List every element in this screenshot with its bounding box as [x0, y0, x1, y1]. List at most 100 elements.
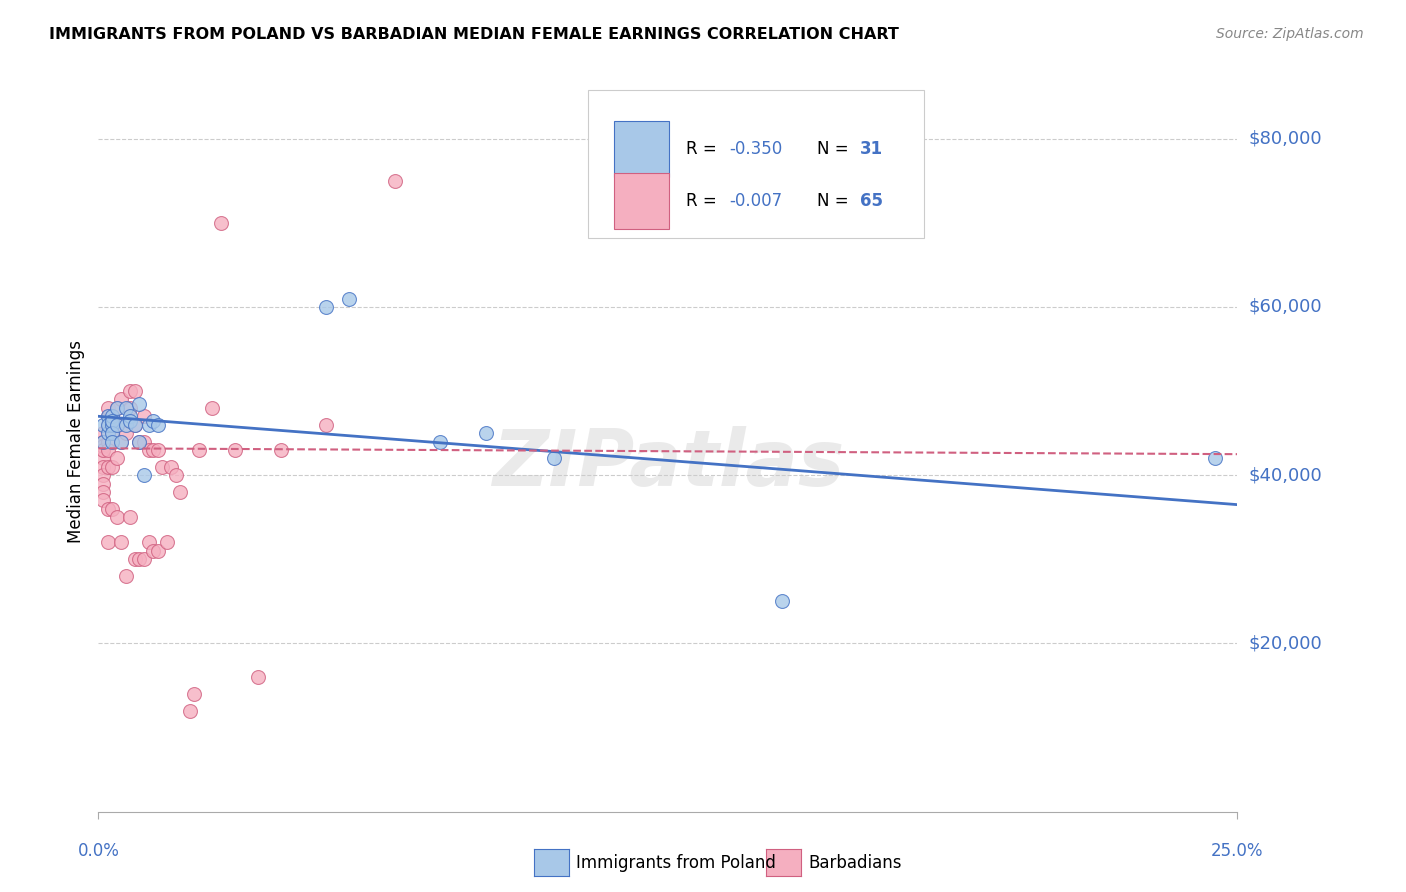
Point [105, 417, 128, 432]
Point [114, 401, 136, 415]
Point [101, 459, 124, 474]
Point [124, 417, 146, 432]
Point [101, 417, 124, 432]
Point [91, 434, 114, 449]
Point [156, 535, 179, 549]
Point [120, 384, 142, 398]
Point [142, 413, 165, 427]
Point [128, 552, 150, 566]
Point [96, 409, 118, 424]
Point [384, 174, 406, 188]
Text: IMMIGRANTS FROM POLAND VS BARBADIAN MEDIAN FEMALE EARNINGS CORRELATION CHART: IMMIGRANTS FROM POLAND VS BARBADIAN MEDI… [49, 27, 898, 42]
Point [146, 417, 169, 432]
Text: R =: R = [686, 192, 723, 210]
Point [543, 451, 565, 466]
Point [91, 468, 114, 483]
Point [146, 544, 169, 558]
Point [146, 442, 169, 457]
Point [209, 216, 232, 230]
Point [91, 442, 114, 457]
Point [169, 485, 191, 500]
Point [474, 426, 496, 441]
Point [110, 392, 132, 407]
Point [120, 401, 142, 415]
Text: R =: R = [686, 140, 723, 158]
Point [138, 535, 160, 549]
Text: ZIPatlas: ZIPatlas [492, 425, 844, 502]
Point [110, 535, 132, 549]
Text: N =: N = [817, 192, 853, 210]
Text: Immigrants from Poland: Immigrants from Poland [576, 854, 776, 871]
Point [160, 459, 183, 474]
Text: 65: 65 [860, 192, 883, 210]
Point [91, 485, 114, 500]
Point [110, 434, 132, 449]
Text: N =: N = [817, 140, 853, 158]
Point [132, 409, 155, 424]
Point [114, 426, 136, 441]
Point [132, 552, 155, 566]
Text: -0.350: -0.350 [730, 140, 783, 158]
Text: Source: ZipAtlas.com: Source: ZipAtlas.com [1216, 27, 1364, 41]
Point [142, 442, 165, 457]
Point [96, 434, 118, 449]
Text: -0.007: -0.007 [730, 192, 783, 210]
Point [101, 434, 124, 449]
Point [105, 417, 128, 432]
Y-axis label: Median Female Earnings: Median Female Earnings [66, 340, 84, 543]
Point [96, 401, 118, 415]
Point [91, 451, 114, 466]
Text: $60,000: $60,000 [1249, 298, 1322, 316]
Bar [614, 121, 669, 177]
Point [91, 426, 114, 441]
Point [91, 476, 114, 491]
Point [105, 401, 128, 415]
Text: 25.0%: 25.0% [1211, 842, 1264, 860]
Text: 31: 31 [860, 140, 883, 158]
Point [101, 426, 124, 441]
Point [179, 704, 201, 718]
Point [91, 439, 114, 453]
Point [128, 434, 150, 449]
Point [124, 552, 146, 566]
Point [91, 442, 114, 457]
Point [96, 417, 118, 432]
Point [91, 434, 114, 449]
Text: 0.0%: 0.0% [77, 842, 120, 860]
Point [120, 409, 142, 424]
Point [150, 459, 173, 474]
Point [91, 417, 114, 432]
Point [91, 459, 114, 474]
Point [132, 468, 155, 483]
Point [128, 397, 150, 411]
Point [101, 417, 124, 432]
Point [96, 409, 118, 424]
Text: $40,000: $40,000 [1249, 467, 1322, 484]
Point [315, 417, 337, 432]
Point [165, 468, 187, 483]
Text: $20,000: $20,000 [1249, 634, 1322, 652]
FancyBboxPatch shape [588, 90, 924, 238]
Point [201, 401, 224, 415]
Point [96, 417, 118, 432]
Point [105, 401, 128, 415]
Point [114, 417, 136, 432]
Point [101, 413, 124, 427]
Point [96, 442, 118, 457]
Point [315, 300, 337, 314]
Point [183, 687, 205, 701]
Point [101, 501, 124, 516]
Point [138, 417, 160, 432]
Point [770, 594, 793, 608]
Point [224, 442, 246, 457]
Text: $80,000: $80,000 [1249, 129, 1322, 148]
Point [187, 442, 209, 457]
Point [105, 451, 128, 466]
Point [142, 544, 165, 558]
Point [101, 409, 124, 424]
Point [101, 409, 124, 424]
Point [138, 442, 160, 457]
Point [124, 384, 146, 398]
Point [270, 442, 292, 457]
Point [246, 670, 269, 684]
